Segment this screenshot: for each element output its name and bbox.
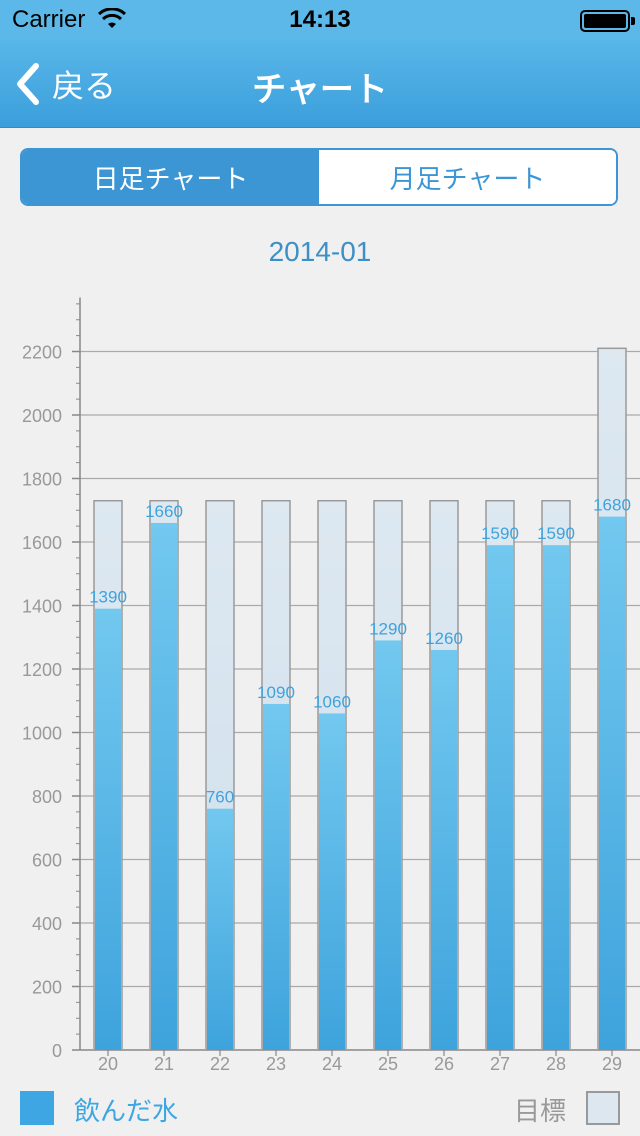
chart-title: 2014-01: [268, 236, 372, 267]
x-tick-label: 29: [602, 1054, 622, 1074]
legend-swatch-water: [20, 1091, 54, 1125]
water-bar: [263, 703, 289, 1050]
x-tick-label: 25: [378, 1054, 398, 1074]
wifi-icon: [98, 8, 126, 28]
legend-label-goal: 目標: [513, 1097, 566, 1127]
x-tick-label: 28: [546, 1054, 566, 1074]
battery-icon: [580, 10, 635, 32]
water-bar: [207, 808, 233, 1050]
y-tick-label: 1000: [22, 724, 62, 744]
water-bar: [95, 608, 121, 1050]
bar-chart: 0 200 400 600 800 1000 1200 1400 1600 1800 2000 220…: [22, 297, 640, 1074]
data-label: 1260: [425, 629, 463, 648]
water-bar: [319, 713, 345, 1050]
y-tick-label: 0: [52, 1041, 62, 1061]
data-label: 1090: [257, 683, 295, 702]
tab-monthly-chart[interactable]: 月足チャート: [319, 150, 616, 204]
back-button[interactable]: 戻る: [14, 60, 116, 108]
data-label: 1290: [369, 619, 407, 638]
nav-bar: 戻る チャート: [0, 40, 640, 128]
back-label: 戻る: [52, 67, 117, 105]
chevron-left-icon: [17, 63, 39, 105]
x-tick-label: 24: [322, 1054, 342, 1074]
x-tick-label: 23: [266, 1054, 286, 1074]
water-bar: [151, 522, 177, 1050]
carrier-label: Carrier: [12, 6, 86, 33]
data-label: 1680: [593, 496, 631, 515]
x-tick-label: 20: [98, 1054, 118, 1074]
water-bar: [599, 516, 625, 1050]
chart-period-segmented-control: 日足チャート 月足チャート: [20, 148, 618, 206]
y-tick-label: 600: [32, 851, 62, 871]
water-bar: [543, 545, 569, 1050]
data-label: 1590: [481, 524, 519, 543]
data-label: 1590: [537, 524, 575, 543]
y-tick-label: 1400: [22, 597, 62, 617]
water-bar: [375, 640, 401, 1050]
data-label: 760: [206, 788, 234, 807]
page-title: チャート: [252, 70, 388, 110]
y-tick-label: 1200: [22, 660, 62, 680]
x-tick-label: 26: [434, 1054, 454, 1074]
y-tick-label: 2200: [22, 343, 62, 363]
data-label: 1660: [145, 502, 183, 521]
status-bar: Carrier 14:13: [0, 0, 640, 40]
legend-swatch-goal: [586, 1091, 620, 1125]
status-time: 14:13: [289, 6, 351, 33]
x-tick-label: 22: [210, 1054, 230, 1074]
water-bar: [431, 649, 457, 1050]
data-label: 1390: [89, 588, 127, 607]
y-tick-label: 1600: [22, 533, 62, 553]
data-label: 1060: [313, 692, 351, 711]
chart-legend: 飲んだ水 目標: [0, 1088, 640, 1128]
x-tick-label: 27: [490, 1054, 510, 1074]
y-tick-label: 200: [32, 978, 62, 998]
legend-label-water: 飲んだ水: [74, 1097, 179, 1127]
y-tick-label: 2000: [22, 406, 62, 426]
tab-daily-chart[interactable]: 日足チャート: [22, 150, 319, 204]
y-tick-label: 800: [32, 787, 62, 807]
y-tick-label: 400: [32, 914, 62, 934]
water-bar: [487, 545, 513, 1050]
x-tick-label: 21: [154, 1054, 174, 1074]
y-tick-label: 1800: [22, 470, 62, 490]
